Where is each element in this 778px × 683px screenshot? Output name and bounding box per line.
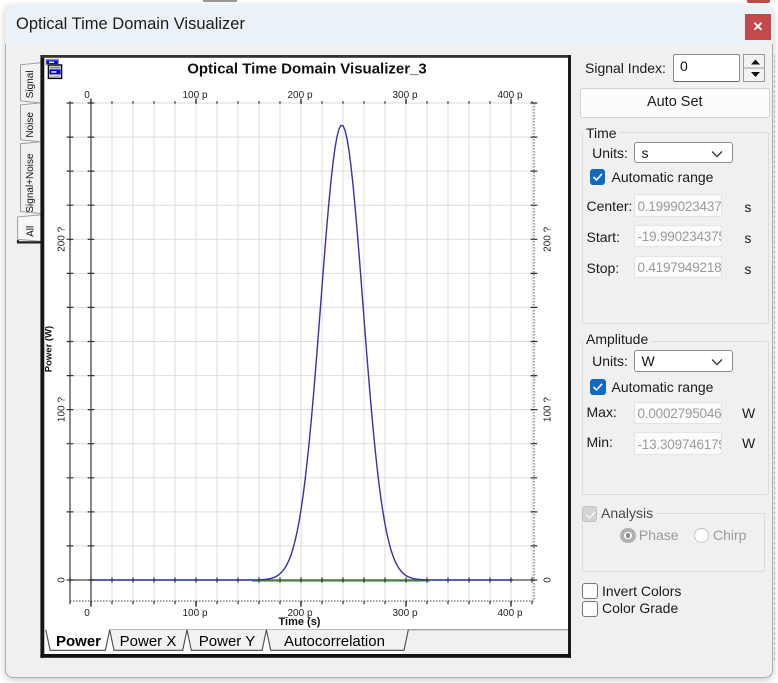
svg-text:Signal: Signal: [25, 70, 36, 98]
svg-text:400 p: 400 p: [497, 90, 522, 101]
svg-text:400 p: 400 p: [497, 608, 522, 619]
svg-text:All: All: [26, 226, 37, 237]
svg-text:0: 0: [84, 90, 90, 101]
svg-text:100 p: 100 p: [182, 608, 207, 619]
svg-text:200 ?: 200 ?: [56, 226, 67, 251]
svg-text:300 p: 300 p: [392, 90, 417, 101]
svg-text:Power Y: Power Y: [199, 633, 255, 650]
svg-text:0: 0: [542, 577, 553, 583]
svg-text:100 ?: 100 ?: [56, 397, 67, 422]
svg-text:200 p: 200 p: [287, 608, 312, 619]
svg-text:0: 0: [56, 577, 67, 583]
svg-text:Power: Power: [56, 633, 101, 650]
svg-text:200 ?: 200 ?: [542, 226, 553, 251]
svg-text:Noise: Noise: [25, 112, 36, 138]
svg-text:300 p: 300 p: [392, 608, 417, 619]
svg-text:100 ?: 100 ?: [542, 397, 553, 422]
svg-text:Time (s): Time (s): [279, 616, 321, 628]
svg-text:Signal+Noise: Signal+Noise: [25, 153, 36, 213]
svg-text:200 p: 200 p: [287, 90, 312, 101]
svg-text:Autocorrelation: Autocorrelation: [284, 633, 385, 650]
svg-text:100 p: 100 p: [182, 90, 207, 101]
svg-text:Power X: Power X: [120, 633, 177, 650]
svg-text:Optical Time Domain Visualizer: Optical Time Domain Visualizer_3: [187, 61, 427, 78]
svg-text:0: 0: [84, 608, 90, 619]
svg-text:Power (W): Power (W): [44, 326, 55, 372]
